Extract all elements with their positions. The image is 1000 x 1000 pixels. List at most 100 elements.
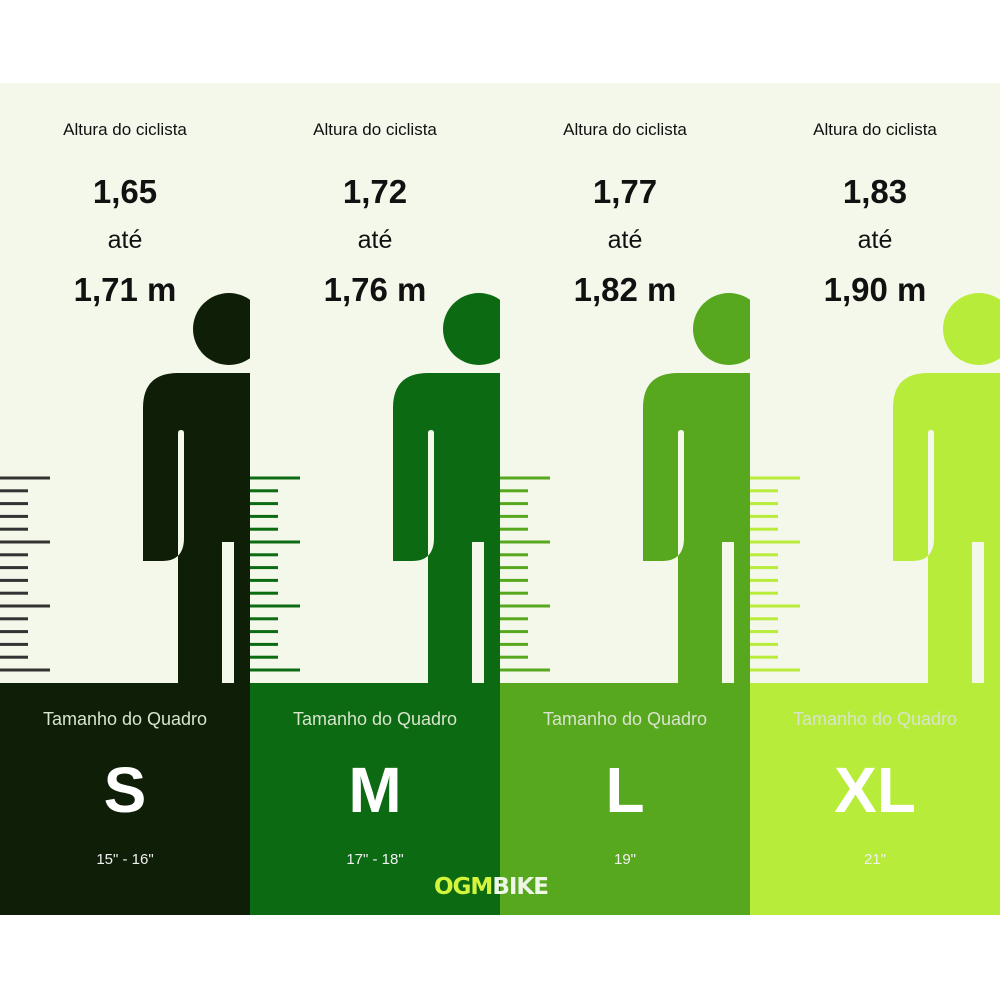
height-connector: até [107,226,143,254]
ruler-tick [0,591,28,595]
ruler-tick [0,604,50,608]
ruler-tick [750,604,800,608]
frame-label: Tamanho do Quadro [42,709,208,729]
column-xl: Altura do ciclista 1,83 até 1,90 m Taman… [750,83,1000,915]
height-label: Altura do ciclista [313,120,437,139]
leg-gap [972,542,984,683]
ruler-tick [0,668,50,672]
ruler-tick [0,578,28,582]
height-to: 1,76 m [323,271,427,308]
ruler-tick [500,591,528,595]
arm-gap [643,561,678,683]
frame-size: L [605,754,645,826]
ruler-tick [250,489,278,493]
head-shape [193,293,250,365]
ruler-tick [750,591,778,595]
leg-gap [722,542,734,683]
height-label: Altura do ciclista [563,120,687,139]
ruler-tick [500,655,528,659]
ruler-tick [0,527,28,531]
ruler-tick [750,630,778,634]
arm-gap [143,561,178,683]
ruler-tick [750,489,778,493]
ruler-tick [500,502,528,506]
ruler-tick [250,668,300,672]
leg-gap [472,542,484,683]
column-m: Altura do ciclista 1,72 até 1,76 m Taman… [250,83,500,915]
ruler-tick [250,514,278,518]
ruler-tick [500,578,528,582]
frame-range: 19" [613,851,636,868]
frame-range: 17" - 18" [346,851,404,868]
height-to: 1,71 m [73,271,177,308]
ruler-tick [750,566,778,570]
ruler-tick [750,514,778,518]
ogm-bike-logo: OGMBIKE [434,874,549,900]
height-label: Altura do ciclista [63,120,187,139]
ruler-tick [500,514,528,518]
ruler-tick [250,527,278,531]
frame-label: Tamanho do Quadro [792,709,958,729]
head-shape [943,293,1000,365]
size-chart-panel: Altura do ciclista 1,65 até 1,71 m Taman… [0,83,1000,915]
arm-end [893,523,928,555]
ruler-tick [750,655,778,659]
ruler-tick [0,489,28,493]
ruler-tick [500,668,550,672]
ruler-tick [500,617,528,621]
ruler-tick [0,514,28,518]
ruler-tick [250,617,278,621]
ruler-tick [0,540,50,544]
ruler-tick [0,642,28,646]
ruler-tick [250,630,278,634]
ruler-tick [250,540,300,544]
ruler-tick [500,527,528,531]
ruler-tick [500,566,528,570]
head-shape [693,293,750,365]
arm-end [643,523,678,555]
person-figure-icon [250,293,500,683]
ruler-tick [250,578,278,582]
height-to: 1,90 m [823,271,927,308]
height-from: 1,77 [592,173,658,210]
height-connector: até [357,226,393,254]
arm-end [393,523,428,555]
arm-gap [393,561,428,683]
ruler-tick [750,540,800,544]
frame-block: Tamanho do Quadro L 19" [500,683,750,915]
ruler-tick [750,527,778,531]
column-s: Altura do ciclista 1,65 até 1,71 m Taman… [0,83,250,915]
height-from: 1,72 [342,173,408,210]
frame-block: Tamanho do Quadro S 15" - 16" [0,683,250,915]
ruler-tick [250,476,300,480]
person-figure-icon [750,293,1000,683]
frame-range: 21" [863,851,886,868]
frame-size: S [103,754,147,826]
height-connector: até [607,226,643,254]
arm-gap [893,561,928,683]
ruler-tick [250,502,278,506]
ruler-tick [250,604,300,608]
ruler-tick [250,655,278,659]
leg-gap [222,542,234,683]
ruler-tick [750,578,778,582]
ruler-tick [750,617,778,621]
height-connector: até [857,226,893,254]
head-shape [443,293,500,365]
ruler-tick [250,553,278,557]
height-from: 1,65 [92,173,158,210]
ruler-tick [500,476,550,480]
ruler-tick [250,642,278,646]
frame-label: Tamanho do Quadro [542,709,708,729]
ruler-tick [500,489,528,493]
ruler-tick [500,553,528,557]
arm-end [143,523,178,555]
ruler-tick [0,630,28,634]
ruler-tick [0,617,28,621]
ruler-tick [750,502,778,506]
ruler-tick [500,630,528,634]
person-figure-icon [0,293,250,683]
ruler-tick [500,540,550,544]
column-l: Altura do ciclista 1,77 até 1,82 m Taman… [500,83,750,915]
ruler-tick [500,642,528,646]
